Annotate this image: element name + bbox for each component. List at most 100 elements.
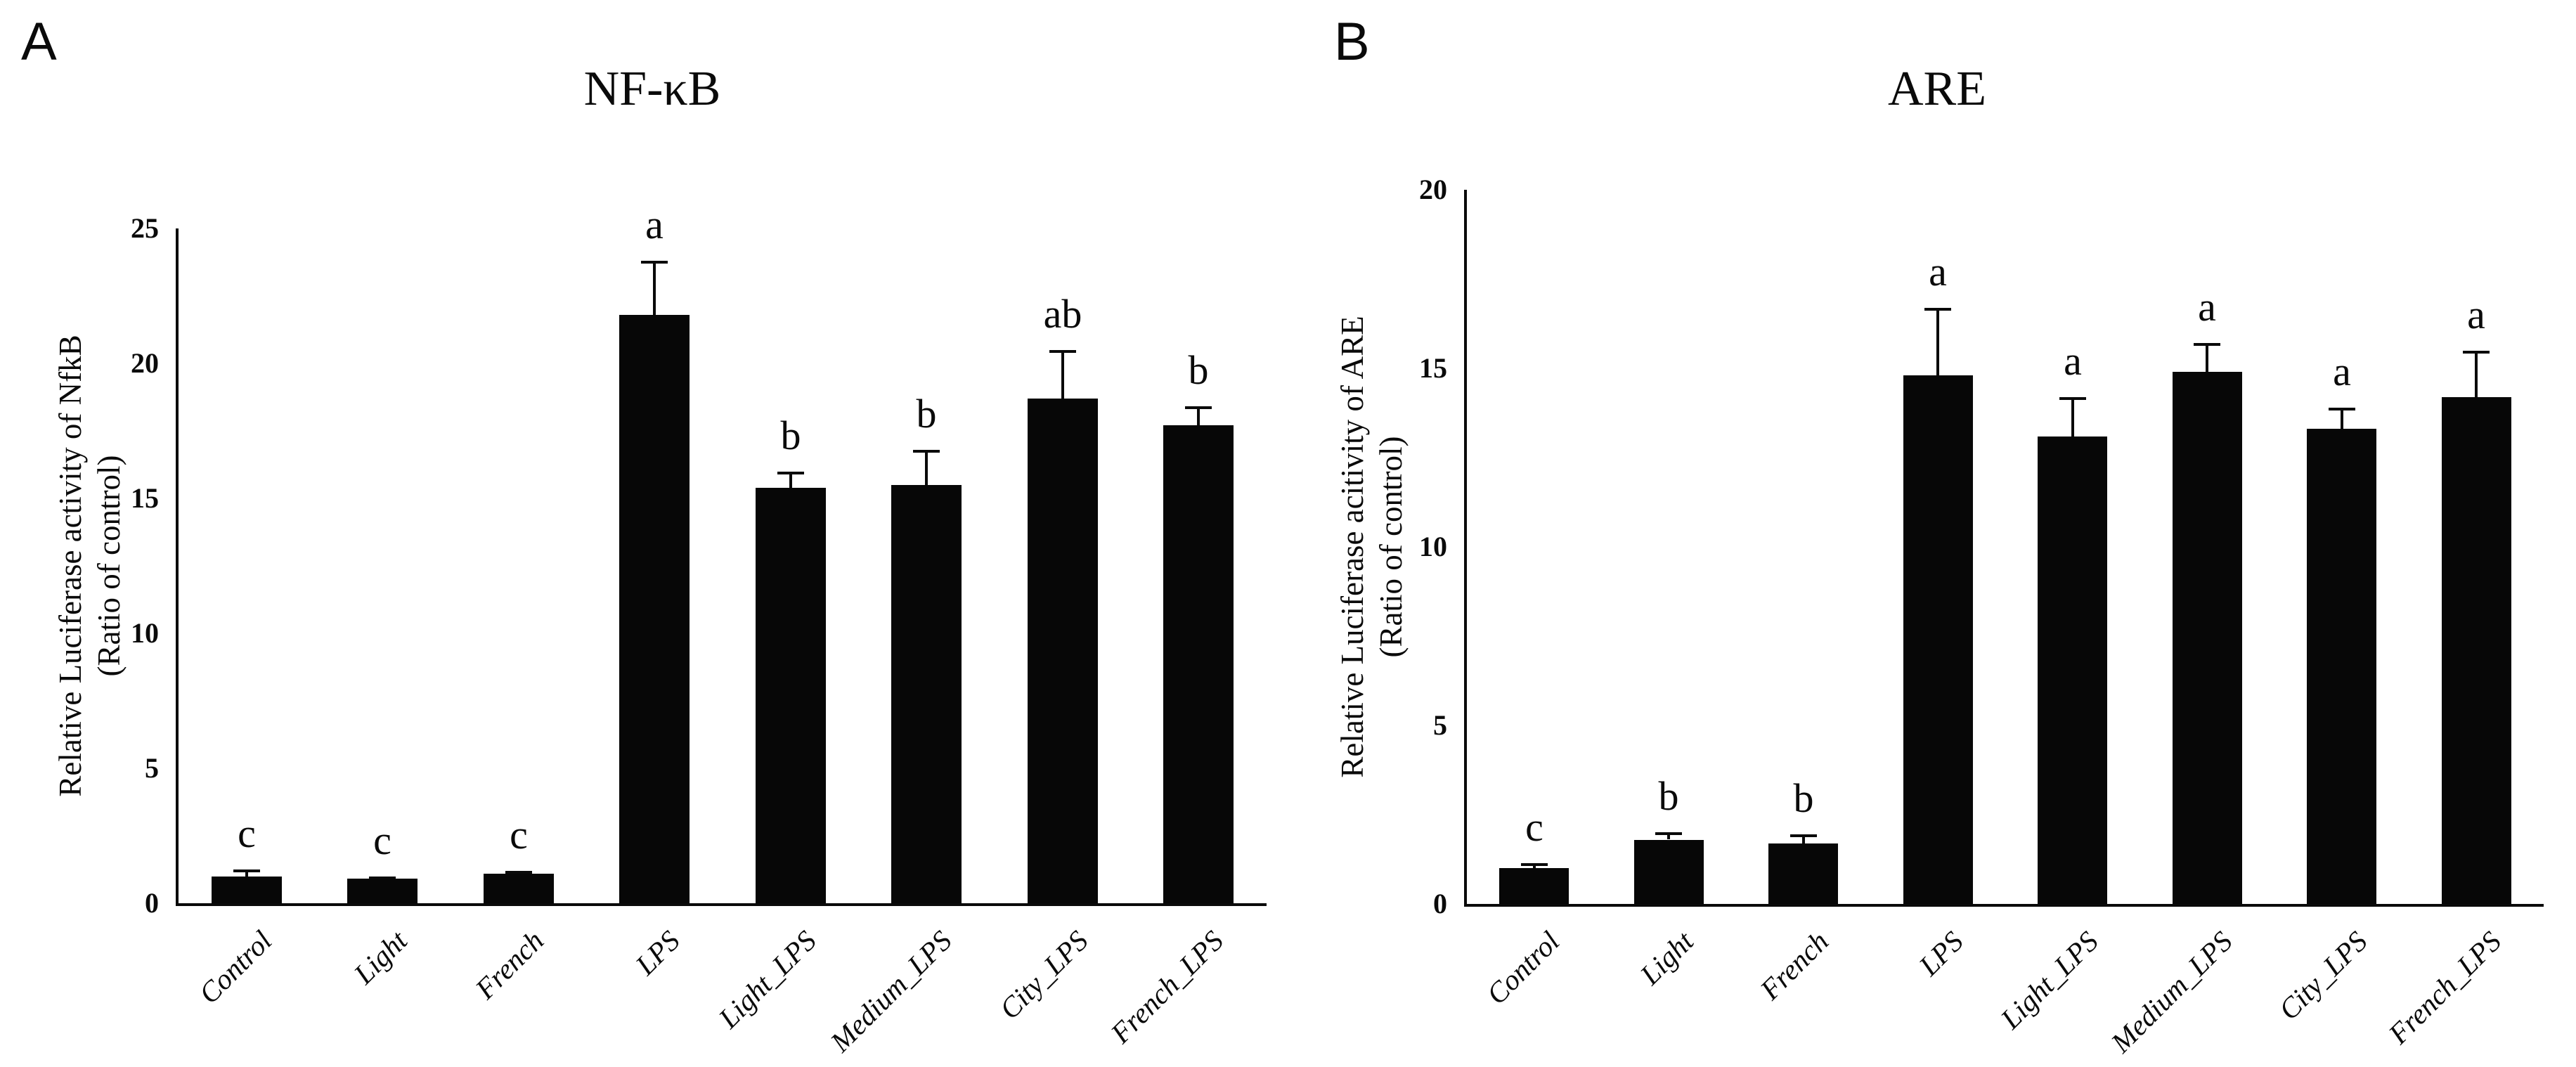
x-tick-label: Light_LPS xyxy=(711,924,822,1035)
x-tick-label: Medium_LPS xyxy=(2104,924,2239,1059)
error-bar-line xyxy=(925,450,928,485)
bar xyxy=(1499,868,1569,904)
y-tick-label: 25 xyxy=(131,212,159,244)
bar xyxy=(1634,840,1704,904)
error-bar-cap xyxy=(233,869,260,872)
significance-letter: b xyxy=(1793,775,1814,821)
bar xyxy=(2442,397,2511,904)
y-tick-label: 20 xyxy=(1419,174,1447,205)
significance-letter: b xyxy=(1188,347,1209,393)
significance-letter: c xyxy=(238,810,256,856)
bar xyxy=(1768,843,1838,904)
bar xyxy=(891,485,962,903)
error-bar-cap xyxy=(1521,863,1548,866)
significance-letter: b xyxy=(780,413,801,458)
significance-letter: c xyxy=(1525,804,1543,850)
error-bar-line xyxy=(2475,351,2478,397)
significance-letter: a xyxy=(2198,284,2216,330)
error-bar-cap xyxy=(913,450,940,453)
y-tick-label: 15 xyxy=(131,482,159,514)
panel-a-y-axis-label-line1: Relative Luciferase activity of NfkB xyxy=(53,335,89,797)
significance-letter: a xyxy=(645,202,664,247)
panel-b-y-axis-label-line1: Relative Luciferase acitivity of ARE xyxy=(1335,316,1371,778)
error-bar-line xyxy=(1667,832,1670,839)
significance-letter: c xyxy=(510,812,528,858)
x-tick-label: Control xyxy=(192,924,278,1010)
x-tick-label: French_LPS xyxy=(2382,924,2508,1050)
bar xyxy=(756,488,826,903)
significance-letter: b xyxy=(916,391,937,436)
significance-letter: c xyxy=(373,817,391,863)
x-tick-label: LPS xyxy=(628,924,686,981)
x-tick-label: LPS xyxy=(1912,924,1969,982)
x-tick-label: City_LPS xyxy=(992,924,1094,1026)
error-bar-cap xyxy=(2463,351,2490,354)
significance-letter: a xyxy=(2333,349,2351,394)
panel-b-letter: B xyxy=(1334,12,1370,72)
error-bar-cap xyxy=(2059,397,2086,400)
significance-letter: ab xyxy=(1043,291,1082,337)
error-bar-cap xyxy=(1185,406,1212,409)
y-tick-label: 5 xyxy=(1433,709,1447,741)
significance-letter: b xyxy=(1658,773,1679,819)
error-bar-line xyxy=(653,261,656,315)
error-bar-line xyxy=(1533,863,1536,869)
significance-letter: a xyxy=(1929,249,1947,295)
panel-a-y-axis-label-line2: (Ratio of control) xyxy=(91,455,127,677)
error-bar-cap xyxy=(1049,350,1076,353)
y-tick-label: 10 xyxy=(131,617,159,649)
error-bar-cap xyxy=(369,877,396,879)
panel-a-letter: A xyxy=(21,12,57,72)
error-bar-cap xyxy=(2329,408,2355,410)
x-tick-label: Light_LPS xyxy=(1993,924,2104,1035)
bar xyxy=(1163,425,1234,903)
error-bar-cap xyxy=(641,261,668,264)
error-bar-cap xyxy=(1924,308,1951,311)
bar xyxy=(212,877,282,903)
x-tick-label: Light xyxy=(1633,924,1700,991)
error-bar-line xyxy=(2206,343,2208,372)
panel-b-chart-title: ARE xyxy=(1888,62,1986,116)
error-bar-line xyxy=(245,869,248,877)
y-tick-label: 0 xyxy=(1433,888,1447,919)
error-bar-cap xyxy=(777,472,804,474)
error-bar-cap xyxy=(505,871,532,874)
x-tick-label: Light xyxy=(347,924,414,990)
x-tick-label: French xyxy=(1754,924,1835,1007)
bar xyxy=(484,874,554,903)
error-bar-cap xyxy=(1655,832,1682,835)
x-tick-label: French_LPS xyxy=(1104,924,1230,1049)
error-bar-line xyxy=(1802,834,1805,843)
error-bar-line xyxy=(2341,408,2343,429)
y-tick-label: 0 xyxy=(145,887,159,919)
y-tick-label: 10 xyxy=(1419,531,1447,562)
bar xyxy=(1028,399,1098,903)
bar xyxy=(619,315,690,903)
error-bar-line xyxy=(1197,406,1200,425)
x-tick-label: Medium_LPS xyxy=(824,924,958,1059)
bar xyxy=(2038,436,2107,904)
y-tick-label: 15 xyxy=(1419,352,1447,384)
x-tick-label: Control xyxy=(1480,924,1566,1011)
x-tick-label: City_LPS xyxy=(2272,924,2374,1026)
y-tick-label: 20 xyxy=(131,347,159,379)
significance-letter: a xyxy=(2467,292,2485,337)
bar xyxy=(1903,375,1973,904)
error-bar-line xyxy=(2071,397,2074,436)
y-tick-label: 5 xyxy=(145,752,159,784)
error-bar-line xyxy=(1936,308,1939,376)
panel-a-chart-title: NF-κB xyxy=(583,62,721,116)
panel-a-y-axis-label: Relative Luciferase activity of NfkB (Ra… xyxy=(51,335,129,796)
x-tick-label: French xyxy=(469,924,550,1006)
error-bar-line xyxy=(1061,350,1064,399)
panel-a-plot-area: 0 5 10 15 20 25 c Control c Light c French a LPS b Ligh… xyxy=(131,205,1267,1058)
bar xyxy=(2173,372,2242,904)
bar xyxy=(347,879,418,903)
error-bar-line xyxy=(789,472,792,488)
error-bar-cap xyxy=(1790,834,1817,837)
bar xyxy=(2307,429,2376,904)
error-bar-cap xyxy=(2194,343,2220,346)
significance-letter: a xyxy=(2064,338,2082,384)
panel-b-plot-area: 0 5 10 15 20 c Control b Light b French a LPS a Light_… xyxy=(1419,174,2544,1059)
